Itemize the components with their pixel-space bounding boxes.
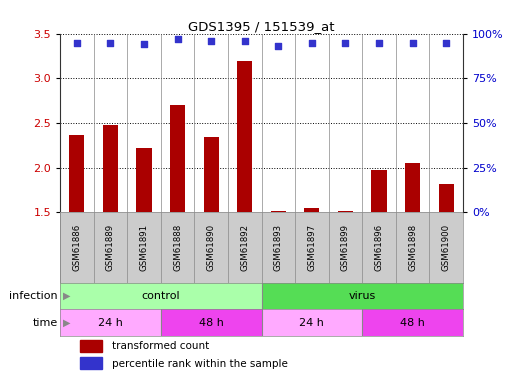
Bar [262,309,362,336]
Text: percentile rank within the sample: percentile rank within the sample [112,358,288,369]
Text: GSM61896: GSM61896 [374,224,383,271]
Text: GSM61886: GSM61886 [72,224,82,271]
Text: 24 h: 24 h [299,318,324,328]
Bar [362,309,463,336]
Bar [304,208,320,212]
Point [106,40,115,46]
Point [241,38,249,44]
Point [274,43,282,49]
Bar [237,62,252,212]
Point [174,36,182,42]
Text: control: control [142,291,180,301]
Bar [438,184,453,212]
Text: GSM61897: GSM61897 [308,224,316,271]
Bar [371,170,386,212]
Bar [405,163,420,212]
Point [308,40,316,46]
Point [73,40,81,46]
Point [442,40,450,46]
Bar [103,125,118,212]
Bar [137,148,152,212]
Text: 24 h: 24 h [98,318,123,328]
Text: GSM61890: GSM61890 [207,224,215,271]
Text: 48 h: 48 h [199,318,224,328]
Bar [203,137,219,212]
Bar [60,309,161,336]
Text: GSM61888: GSM61888 [173,224,182,271]
Text: ▶: ▶ [63,291,70,301]
Text: GSM61889: GSM61889 [106,224,115,271]
Text: GSM61899: GSM61899 [341,224,350,271]
Text: virus: virus [348,291,376,301]
Bar [81,340,103,352]
Text: transformed count: transformed count [112,341,210,351]
Title: GDS1395 / 151539_at: GDS1395 / 151539_at [188,20,335,33]
Point [140,42,148,48]
Point [375,40,383,46]
Bar [170,105,185,212]
Bar [262,283,463,309]
Text: GSM61898: GSM61898 [408,224,417,271]
Point [207,38,215,44]
Text: GSM61900: GSM61900 [441,224,451,271]
Text: infection: infection [9,291,58,301]
Point [408,40,417,46]
Point [341,40,349,46]
Bar [338,211,353,212]
Bar [161,309,262,336]
Bar [271,211,286,212]
Bar [81,357,103,369]
Text: 48 h: 48 h [400,318,425,328]
Text: time: time [32,318,58,328]
Bar [60,283,262,309]
Bar [70,135,85,212]
Text: ▶: ▶ [63,318,70,328]
Text: GSM61891: GSM61891 [140,224,149,271]
Text: GSM61893: GSM61893 [274,224,283,271]
Text: GSM61892: GSM61892 [240,224,249,271]
